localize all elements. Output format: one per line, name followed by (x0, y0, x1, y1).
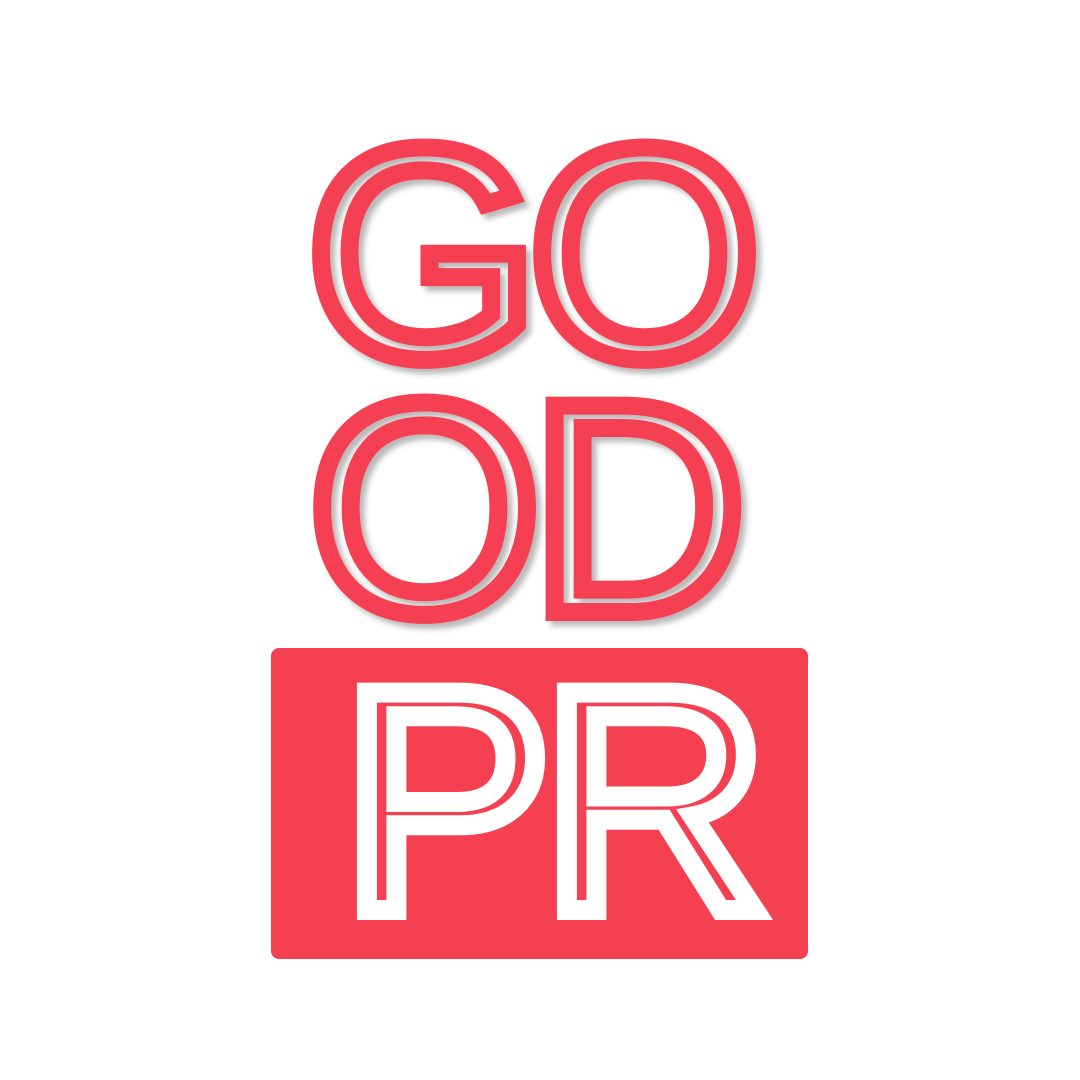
letter-p: P (341, 648, 552, 959)
pr-badge: P R (271, 614, 808, 987)
letter-d: D (530, 340, 747, 640)
letter-o-top: O (528, 85, 761, 421)
pr-letters: P R (331, 614, 779, 987)
letter-g: G (306, 85, 539, 421)
good-wordmark: G O O D (297, 76, 770, 640)
letter-o-bottom: O (308, 340, 541, 640)
letter-r: R (541, 648, 769, 959)
